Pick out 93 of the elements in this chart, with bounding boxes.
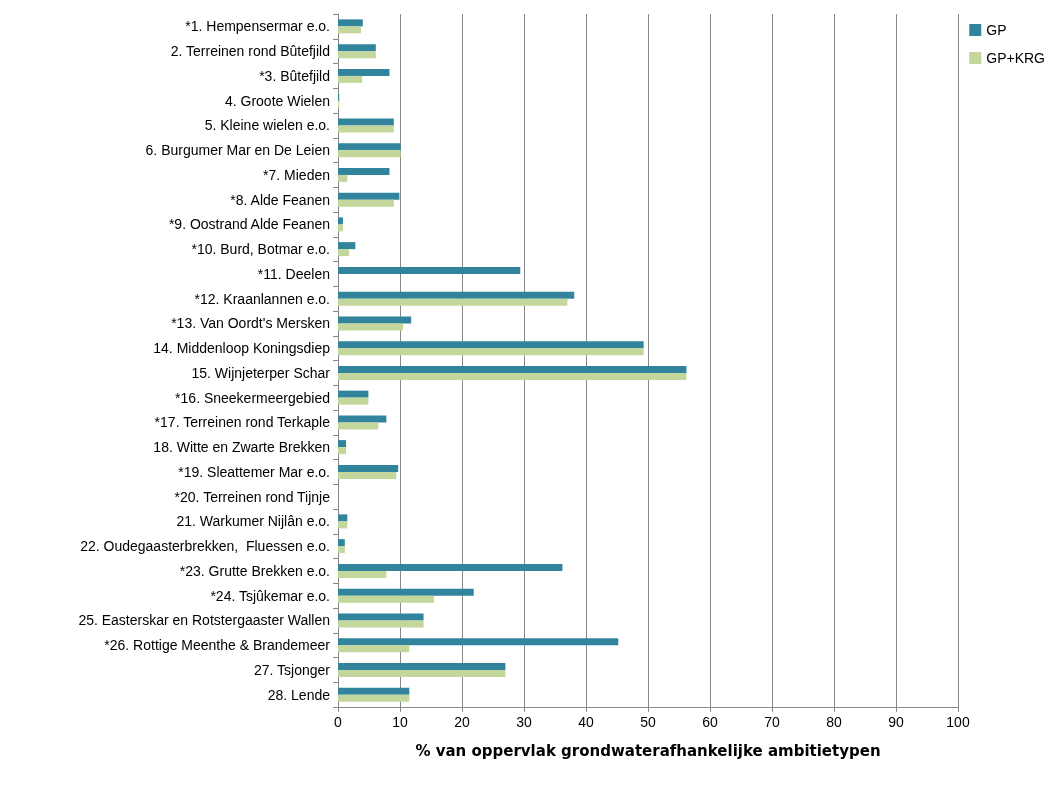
y-tick-label: *19. Sleattemer Mar e.o.: [178, 463, 330, 480]
bar: [338, 588, 474, 596]
y-tick-label: *13. Van Oordt's Mersken: [171, 315, 330, 332]
bar: [338, 44, 376, 52]
bar: [338, 694, 410, 702]
bar: [338, 662, 506, 670]
bar: [338, 440, 347, 448]
bar: [338, 372, 687, 380]
bar: [338, 19, 363, 27]
bar: [338, 365, 687, 373]
bar: [338, 291, 575, 299]
y-tick-label: 2. Terreinen rond Bûtefjild: [170, 43, 330, 60]
bar: [338, 143, 401, 151]
legend-label: GP: [986, 22, 1007, 38]
y-tick-label: *10. Burd, Botmar e.o.: [191, 241, 330, 258]
y-tick-label: 5. Kleine wielen e.o.: [204, 117, 330, 134]
x-tick-label: 70: [764, 714, 780, 730]
bar: [338, 26, 361, 34]
y-tick-label: 15. Wijnjeterper Schar: [191, 364, 331, 381]
bar: [338, 224, 343, 232]
bar: [338, 471, 397, 479]
y-tick-label: *24. Tsjûkemar e.o.: [210, 587, 330, 604]
x-tick-label: 0: [334, 714, 343, 730]
bar: [338, 242, 356, 250]
x-tick-label: 10: [392, 714, 408, 730]
y-tick-label: 25. Easterskar en Rotstergaaster Wallen: [78, 612, 330, 629]
bar: [338, 298, 568, 306]
bar: [338, 125, 394, 133]
bar: [338, 563, 563, 571]
y-tick-label: 18. Witte en Zwarte Brekken: [153, 439, 330, 456]
bar: [338, 638, 619, 646]
x-tick-label: 100: [946, 714, 970, 730]
y-tick-label: *23. Grutte Brekken e.o.: [179, 562, 330, 579]
bar: [338, 167, 390, 175]
bar: [338, 447, 347, 455]
bar: [338, 51, 376, 59]
x-tick-label: 90: [888, 714, 904, 730]
y-tick-label: 21. Warkumer Nijlân e.o.: [176, 513, 330, 530]
bar: [338, 645, 410, 653]
bar: [338, 199, 394, 207]
bar: [338, 687, 410, 695]
y-tick-label: 14. Middenloop Koningsdiep: [153, 340, 331, 357]
x-tick-label: 60: [702, 714, 718, 730]
y-tick-label: *1. Hempensermar e.o.: [185, 18, 330, 35]
bar: [338, 192, 400, 200]
bar: [338, 348, 644, 356]
y-tick-label: *20. Terreinen rond Tijnje: [174, 488, 331, 505]
y-tick-label: *3. Bûtefjild: [259, 67, 330, 84]
x-tick-label: 50: [640, 714, 656, 730]
bar: [338, 150, 401, 158]
y-tick-label: *16. Sneekermeergebied: [175, 389, 330, 406]
bar: [338, 397, 369, 405]
y-tick-label: *8. Alde Feanen: [230, 191, 330, 208]
bar: [338, 422, 379, 430]
bar: [338, 620, 424, 628]
bar: [338, 341, 644, 349]
bar: [338, 539, 345, 547]
y-tick-label: 4. Groote Wielen: [224, 92, 330, 109]
bar: [338, 521, 348, 529]
y-tick-label: 22. Oudegaasterbrekken, Fluessen e.o.: [80, 538, 330, 555]
y-tick-label: *11. Deelen: [257, 265, 330, 282]
x-tick-label: 40: [578, 714, 594, 730]
bar: [338, 595, 435, 603]
bar: [338, 174, 348, 182]
bar: [338, 415, 387, 423]
bar: [338, 546, 345, 554]
bar: [338, 514, 348, 522]
y-tick-label: *17. Terreinen rond Terkaple: [154, 414, 331, 431]
x-axis-title: % van oppervlak grondwaterafhankelijke ambitietypen: [415, 741, 881, 760]
y-tick-label: 6. Burgumer Mar en De Leien: [145, 142, 330, 159]
y-tick-label: *12. Kraanlannen e.o.: [194, 290, 330, 307]
bar: [338, 613, 424, 621]
bar: [338, 669, 506, 677]
bar: [338, 570, 387, 578]
bar: [338, 68, 390, 76]
bar: [338, 118, 394, 126]
bar: [338, 217, 343, 225]
y-tick-label: *7. Mieden: [263, 166, 330, 183]
bar: [338, 316, 412, 324]
x-tick-label: 20: [454, 714, 470, 730]
x-tick-label: 80: [826, 714, 842, 730]
y-tick-label: *26. Rottige Meenthe & Brandemeer: [104, 637, 331, 654]
legend-label: GP+KRG: [986, 50, 1046, 66]
bar: [338, 75, 363, 83]
bar: [338, 464, 399, 472]
y-tick-label: *9. Oostrand Alde Feanen: [168, 216, 330, 233]
x-tick-label: 30: [516, 714, 532, 730]
y-tick-label: 28. Lende: [267, 686, 331, 703]
bar: [338, 323, 404, 331]
bar: [338, 390, 369, 398]
bar: [338, 249, 350, 257]
y-tick-label: 27. Tsjonger: [253, 661, 331, 678]
bar: [338, 266, 521, 274]
